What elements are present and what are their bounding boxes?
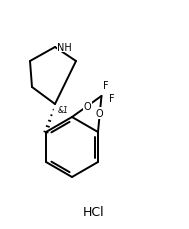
- Text: NH: NH: [57, 43, 72, 53]
- Text: F: F: [104, 81, 109, 90]
- Text: HCl: HCl: [83, 206, 105, 218]
- Text: F: F: [109, 93, 115, 104]
- Text: &1: &1: [58, 106, 69, 114]
- Text: O: O: [96, 109, 104, 119]
- Text: O: O: [84, 102, 91, 112]
